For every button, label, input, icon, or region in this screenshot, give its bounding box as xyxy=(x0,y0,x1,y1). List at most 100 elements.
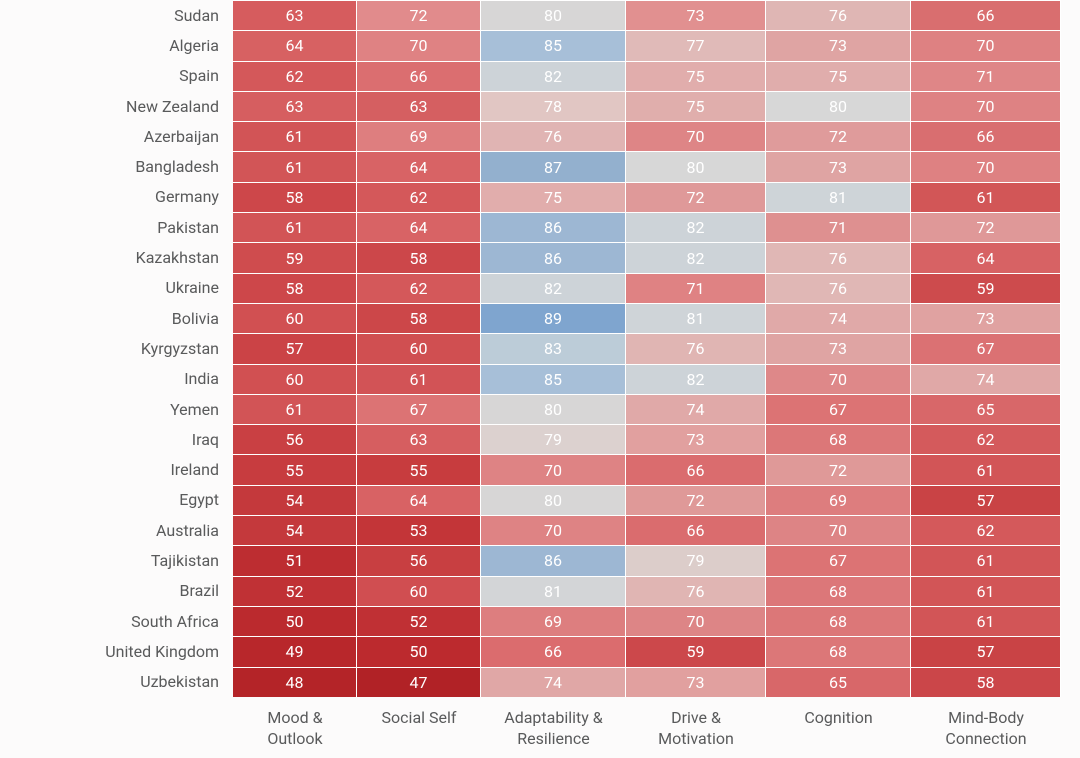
column-label: Social Self xyxy=(357,697,481,757)
heatmap-cell: 62 xyxy=(357,273,481,303)
row-label: New Zealand xyxy=(0,91,233,121)
heatmap-cell: 61 xyxy=(911,606,1061,636)
heatmap-cell: 86 xyxy=(481,212,626,242)
heatmap-cell: 64 xyxy=(357,151,481,181)
heatmap-cell: 68 xyxy=(766,424,911,454)
heatmap-cell: 57 xyxy=(233,333,357,363)
heatmap-cell: 70 xyxy=(626,606,766,636)
heatmap-cell: 55 xyxy=(357,454,481,484)
row-label: Ukraine xyxy=(0,273,233,303)
heatmap-cell: 59 xyxy=(233,242,357,272)
heatmap-cell: 79 xyxy=(481,424,626,454)
row-label: Pakistan xyxy=(0,212,233,242)
heatmap-cell: 77 xyxy=(626,30,766,60)
column-label: Cognition xyxy=(766,697,911,757)
heatmap-cell: 50 xyxy=(233,606,357,636)
row-label: Kyrgyzstan xyxy=(0,333,233,363)
heatmap-cell: 72 xyxy=(911,212,1061,242)
heatmap-cell: 73 xyxy=(626,424,766,454)
heatmap-cell: 63 xyxy=(357,91,481,121)
row-label: Ireland xyxy=(0,454,233,484)
heatmap-cell: 61 xyxy=(911,182,1061,212)
heatmap-cell: 70 xyxy=(357,30,481,60)
heatmap-cell: 67 xyxy=(911,333,1061,363)
heatmap-cell: 74 xyxy=(626,394,766,424)
heatmap-cell: 60 xyxy=(357,576,481,606)
heatmap-cell: 49 xyxy=(233,636,357,666)
heatmap-cell: 66 xyxy=(911,121,1061,151)
heatmap-cell: 79 xyxy=(626,545,766,575)
heatmap-cell: 70 xyxy=(911,151,1061,181)
row-label: South Africa xyxy=(0,606,233,636)
heatmap-cell: 73 xyxy=(766,30,911,60)
heatmap-cell: 62 xyxy=(357,182,481,212)
heatmap-cell: 61 xyxy=(357,364,481,394)
heatmap-cell: 68 xyxy=(766,636,911,666)
heatmap-cell: 76 xyxy=(626,576,766,606)
heatmap-cell: 53 xyxy=(357,515,481,545)
heatmap-cell: 52 xyxy=(357,606,481,636)
heatmap-cell: 61 xyxy=(233,151,357,181)
heatmap-cell: 66 xyxy=(626,515,766,545)
heatmap-cell: 58 xyxy=(233,182,357,212)
heatmap-cell: 69 xyxy=(357,121,481,151)
heatmap-cell: 82 xyxy=(481,273,626,303)
heatmap-cell: 56 xyxy=(233,424,357,454)
heatmap-cell: 62 xyxy=(911,515,1061,545)
heatmap-cell: 66 xyxy=(911,0,1061,30)
heatmap-cell: 71 xyxy=(766,212,911,242)
row-label: Bangladesh xyxy=(0,151,233,181)
heatmap-cell: 87 xyxy=(481,151,626,181)
heatmap-cell: 59 xyxy=(911,273,1061,303)
heatmap-cell: 66 xyxy=(481,636,626,666)
column-label: Mood &Outlook xyxy=(233,697,357,757)
heatmap-cell: 67 xyxy=(357,394,481,424)
heatmap-cell: 57 xyxy=(911,636,1061,666)
heatmap-cell: 62 xyxy=(911,424,1061,454)
row-label: Uzbekistan xyxy=(0,667,233,697)
heatmap-cell: 59 xyxy=(626,636,766,666)
heatmap-cell: 72 xyxy=(357,0,481,30)
row-label: Tajikistan xyxy=(0,545,233,575)
heatmap-cell: 66 xyxy=(626,454,766,484)
heatmap-cell: 82 xyxy=(626,212,766,242)
heatmap-cell: 80 xyxy=(481,394,626,424)
heatmap-cell: 86 xyxy=(481,545,626,575)
heatmap-cell: 70 xyxy=(766,364,911,394)
heatmap-cell: 70 xyxy=(911,91,1061,121)
heatmap-cell: 47 xyxy=(357,667,481,697)
heatmap-cell: 72 xyxy=(766,454,911,484)
heatmap-cell: 76 xyxy=(481,121,626,151)
heatmap-cell: 81 xyxy=(766,182,911,212)
heatmap-cell: 83 xyxy=(481,333,626,363)
column-label: Drive &Motivation xyxy=(626,697,766,757)
heatmap-cell: 68 xyxy=(766,576,911,606)
heatmap-cell: 61 xyxy=(911,454,1061,484)
heatmap-cell: 70 xyxy=(766,515,911,545)
heatmap-cell: 61 xyxy=(233,121,357,151)
heatmap-cell: 74 xyxy=(766,303,911,333)
heatmap-cell: 82 xyxy=(626,242,766,272)
row-label: Germany xyxy=(0,182,233,212)
heatmap-cell: 82 xyxy=(626,364,766,394)
row-label: Bolivia xyxy=(0,303,233,333)
heatmap-cell: 58 xyxy=(911,667,1061,697)
heatmap-cell: 58 xyxy=(357,242,481,272)
heatmap-cell: 72 xyxy=(766,121,911,151)
heatmap-cell: 57 xyxy=(911,485,1061,515)
heatmap-cell: 64 xyxy=(233,30,357,60)
heatmap-cell: 89 xyxy=(481,303,626,333)
heatmap-cell: 75 xyxy=(766,61,911,91)
heatmap-cell: 81 xyxy=(481,576,626,606)
heatmap-cell: 78 xyxy=(481,91,626,121)
heatmap-cell: 82 xyxy=(481,61,626,91)
heatmap-cell: 73 xyxy=(626,0,766,30)
heatmap-cell: 58 xyxy=(357,303,481,333)
heatmap-cell: 64 xyxy=(357,485,481,515)
heatmap-cell: 74 xyxy=(481,667,626,697)
heatmap-cell: 63 xyxy=(357,424,481,454)
heatmap-cell: 74 xyxy=(911,364,1061,394)
column-labels-row: Mood &OutlookSocial SelfAdaptability &Re… xyxy=(0,697,1080,757)
row-label: Egypt xyxy=(0,485,233,515)
heatmap-cell: 70 xyxy=(481,454,626,484)
